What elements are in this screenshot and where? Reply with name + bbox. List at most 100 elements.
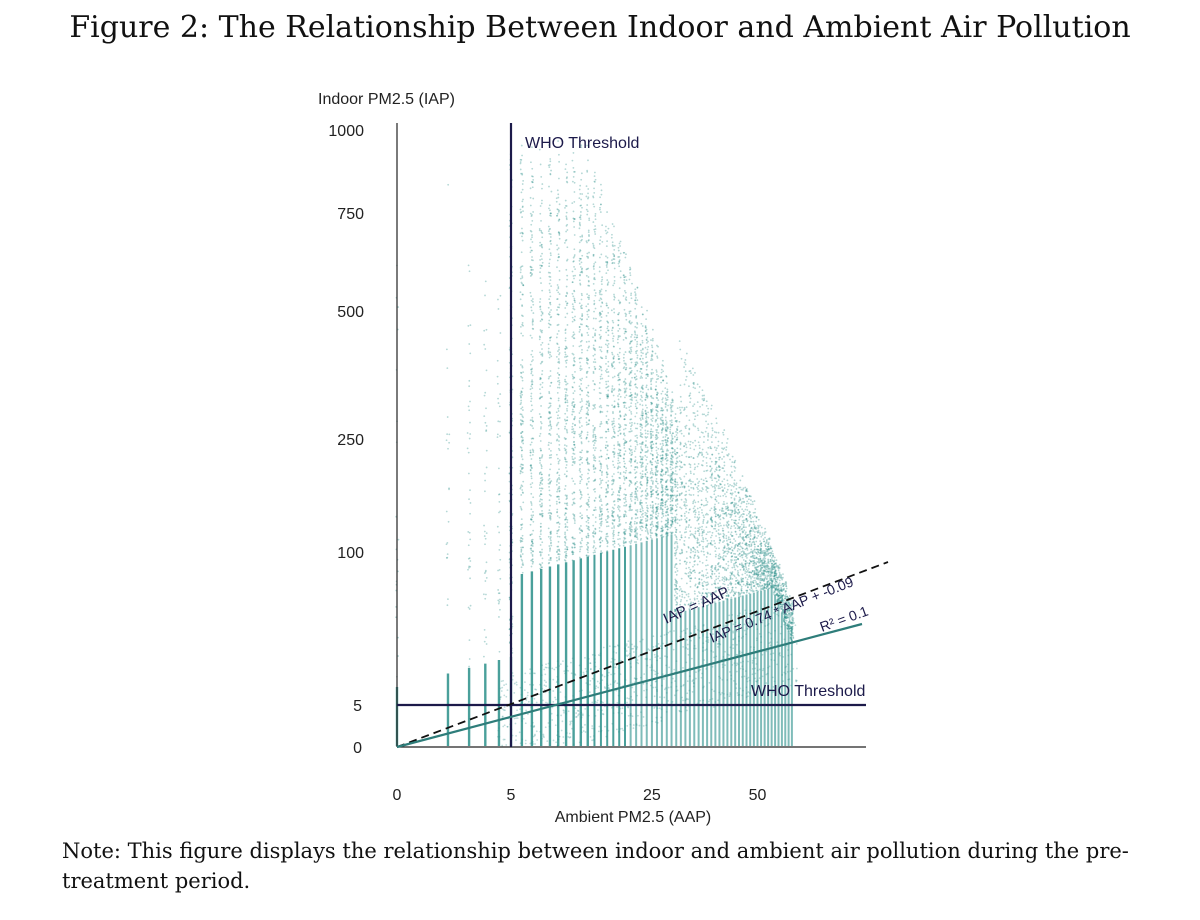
scatter-point [629,509,632,512]
scatter-point [585,274,588,277]
scatter-point [588,477,591,479]
scatter-point [565,452,568,455]
scatter-point [539,563,542,566]
scatter-point [580,545,583,548]
scatter-point [531,383,534,386]
scatter-point [709,457,712,460]
scatter-point [540,416,542,418]
scatter-point [566,355,569,358]
scatter-point [520,159,523,161]
scatter-point [580,292,583,295]
scatter-point [531,241,534,243]
scatter-point [556,511,558,514]
scatter-point [613,367,616,370]
scatter-point [685,582,688,585]
scatter-point [566,302,568,305]
scatter-point [687,511,690,514]
scatter-point [572,452,575,455]
scatter-point [710,565,713,567]
scatter-point [715,570,718,572]
scatter-point [611,420,614,423]
scatter-point [496,433,499,436]
scatter-point [539,298,542,300]
scatter-point [689,580,692,583]
scatter-point [685,507,687,510]
scatter-point [484,597,487,600]
scatter-point [571,504,574,506]
scatter-point [521,422,524,425]
scatter-point [655,486,658,489]
scatter-point [651,471,654,474]
scatter-point [641,470,644,473]
scatter-point [598,346,601,348]
scatter-point [617,358,620,360]
scatter-point [605,525,608,528]
scatter-point [606,261,609,264]
scatter-point [539,271,541,274]
scatter-point [628,321,631,323]
scatter-point [634,325,637,328]
scatter-point [709,470,712,473]
scatter-point [649,432,652,435]
scatter-point [565,381,567,383]
scatter-point [683,504,686,507]
scatter-point [617,471,620,474]
scatter-point [520,526,523,529]
scatter-point [630,525,633,528]
scatter-point [547,482,550,485]
scatter-point [611,404,614,407]
scatter-point [549,276,552,278]
scatter-point [566,176,568,179]
scatter-point [521,467,524,470]
scatter-point [662,379,664,382]
scatter-point [539,554,542,557]
scatter-point [571,547,574,549]
scatter-point [612,284,615,287]
scatter-point [710,467,713,470]
scatter-point [447,183,450,186]
scatter-point [578,345,581,348]
scatter-point [540,231,543,234]
scatter-point [598,494,601,497]
scatter-point [624,511,627,513]
scatter-point [635,412,638,414]
scatter-point [646,504,649,507]
scatter-point [541,232,544,235]
scatter-point [676,407,679,410]
scatter-point [549,295,552,298]
scatter-point [598,381,601,384]
scatter-point [541,515,544,518]
scatter-point [520,281,523,284]
scatter-point [598,527,601,529]
scatter-point [566,431,569,434]
scatter-point [579,357,582,359]
scatter-point [579,211,582,213]
scatter-point [549,236,552,238]
scatter-point [521,323,524,326]
scatter-point [530,458,533,460]
scatter-point [641,484,643,487]
scatter-point [669,432,672,435]
scatter-point [636,321,639,324]
scatter-point [629,506,631,509]
scatter-point [650,435,653,438]
scatter-point [599,507,602,510]
scatter-point [692,569,695,572]
scatter-point [641,408,644,411]
scatter-point [558,550,561,553]
scatter-point [702,455,705,458]
scatter-point [594,339,597,342]
scatter-point [629,367,632,370]
scatter-point [640,476,642,479]
scatter-point [594,228,597,231]
scatter-point [539,525,542,528]
scatter-point [548,402,551,405]
scatter-point [548,448,551,450]
scatter-point [548,228,551,231]
scatter-point [640,387,643,389]
scatter-point [606,453,608,456]
scatter-point [586,144,588,147]
scatter-point [611,522,614,524]
scatter-point [641,412,643,414]
scatter-point [538,473,541,475]
